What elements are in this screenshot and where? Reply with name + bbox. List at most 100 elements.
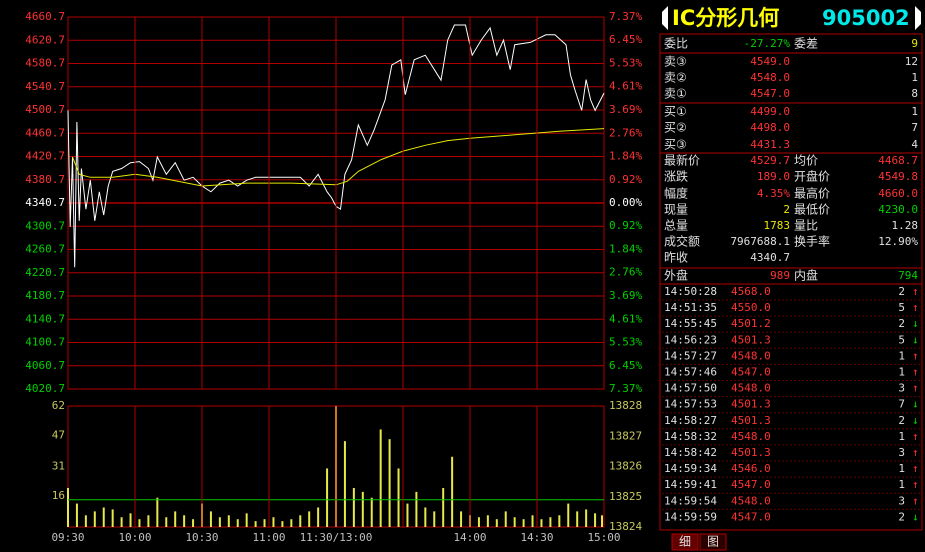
volume-bar [540, 519, 543, 527]
volume-bar [245, 513, 248, 527]
y-tick-label: 4620.7 [25, 33, 65, 46]
trade-volume: 2 [898, 285, 905, 298]
quote-label: 涨跌 [664, 169, 688, 184]
trade-direction: ↑ [912, 366, 919, 379]
tab-label[interactable]: 细 [679, 535, 691, 549]
trade-price: 4501.3 [731, 333, 771, 346]
y2-tick-label: 13826 [609, 460, 642, 473]
trade-volume: 1 [898, 462, 905, 475]
y2-tick-label: 0.00% [609, 196, 642, 209]
y-tick-label: 4220.7 [25, 266, 65, 279]
y2-tick-label: 13824 [609, 520, 642, 533]
volume-bar [549, 517, 552, 527]
volume-bar [209, 511, 212, 527]
volume-bar [477, 517, 480, 527]
quote-value: -27.27% [744, 37, 791, 50]
volume-bar [174, 511, 177, 527]
quote-label: 买① [664, 105, 687, 119]
quote-value: 12 [905, 55, 918, 68]
volume-bar [290, 519, 293, 527]
trade-direction: ↑ [912, 446, 919, 459]
volume-bar [415, 491, 418, 527]
quote-label: 买② [664, 121, 687, 135]
trade-volume: 5 [898, 301, 905, 314]
x-tick-label: 09:30 [51, 531, 84, 544]
trade-volume: 2 [898, 414, 905, 427]
y-tick-label: 4260.7 [25, 243, 65, 256]
quote-value: 9 [911, 37, 918, 50]
volume-bar [379, 429, 382, 527]
volume-bar [102, 507, 105, 527]
trade-time: 14:58:27 [664, 414, 717, 427]
trade-direction: ↓ [912, 398, 919, 411]
y2-tick-label: 1.84% [609, 150, 642, 163]
quote-value: 4.35% [757, 187, 790, 200]
trade-volume: 1 [898, 478, 905, 491]
trade-time: 14:50:28 [664, 285, 717, 298]
volume-bar [272, 517, 275, 527]
y2-tick-label: 3.69% [609, 103, 642, 116]
y2-tick-label: 4.61% [609, 312, 642, 325]
y2-tick-label: 5.53% [609, 336, 642, 349]
y2-tick-label: 7.37% [609, 10, 642, 23]
quote-value: 4 [911, 138, 918, 151]
quote-value: 4230.0 [878, 203, 918, 216]
trade-volume: 1 [898, 430, 905, 443]
quote-label: 卖② [664, 71, 687, 85]
y-tick-label: 4420.7 [25, 150, 65, 163]
quote-value: 4549.8 [878, 170, 918, 183]
trade-price: 4501.3 [731, 446, 771, 459]
volume-bar [522, 519, 525, 527]
x-tick-label: 14:30 [520, 531, 553, 544]
y-tick-label: 4020.7 [25, 382, 65, 395]
volume-bar [156, 497, 159, 527]
quote-value: 2 [783, 203, 790, 216]
y-tick-label: 4660.7 [25, 10, 65, 23]
y2-tick-label: 13828 [609, 399, 642, 412]
volume-bar [424, 507, 427, 527]
quote-value: 1783 [764, 219, 791, 232]
next-arrow[interactable] [915, 6, 921, 30]
quote-value: 794 [898, 269, 918, 282]
y2-tick-label: 2.76% [609, 266, 642, 279]
trade-direction: ↓ [912, 414, 919, 427]
volume-bar [576, 511, 579, 527]
prev-arrow[interactable] [662, 6, 668, 30]
trade-price: 4548.0 [731, 494, 771, 507]
trade-direction: ↑ [912, 494, 919, 507]
volume-bar [495, 519, 498, 527]
volume-bar [75, 503, 78, 527]
quote-label: 换手率 [794, 234, 830, 249]
y-tick-label: 4460.7 [25, 126, 65, 139]
volume-bar [388, 439, 391, 527]
volume-bar [218, 517, 221, 527]
trade-direction: ↑ [912, 285, 919, 298]
volume-bar [513, 517, 516, 527]
trade-direction: ↑ [912, 478, 919, 491]
tab[interactable] [699, 533, 727, 551]
y-tick-label: 4300.7 [25, 219, 65, 232]
instrument-code: 905002 [822, 6, 910, 30]
tab-label[interactable]: 图 [707, 535, 719, 549]
quote-label: 最高价 [794, 186, 830, 201]
x-tick-label: 14:00 [453, 531, 486, 544]
y-tick-label: 16 [52, 489, 65, 502]
trade-price: 4547.0 [731, 366, 771, 379]
quote-label: 外盘 [664, 268, 688, 283]
trade-price: 4501.3 [731, 414, 771, 427]
trade-time: 14:57:53 [664, 398, 717, 411]
tab[interactable] [671, 533, 699, 551]
trade-time: 14:59:54 [664, 494, 717, 507]
trade-volume: 5 [898, 333, 905, 346]
quote-value: 989 [770, 269, 790, 282]
trade-time: 14:59:41 [664, 478, 717, 491]
instrument-name: IC分形几何 [672, 6, 779, 30]
volume-bar [67, 487, 69, 527]
trade-price: 4548.0 [731, 349, 771, 362]
quote-value: 189.0 [757, 170, 790, 183]
trade-price: 4501.3 [731, 398, 771, 411]
y-tick-label: 31 [52, 460, 65, 473]
y2-tick-label: 7.37% [609, 382, 642, 395]
